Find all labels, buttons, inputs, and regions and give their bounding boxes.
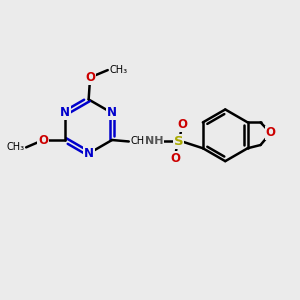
Text: N: N	[84, 147, 94, 160]
Text: CH₃: CH₃	[109, 65, 127, 75]
Text: CH₂: CH₂	[130, 136, 148, 146]
Text: NH: NH	[145, 136, 164, 146]
Text: O: O	[85, 71, 95, 84]
Text: O: O	[266, 127, 276, 140]
Text: N: N	[60, 106, 70, 119]
Text: S: S	[174, 135, 183, 148]
Text: O: O	[170, 152, 180, 165]
Text: O: O	[177, 118, 187, 131]
Text: CH₃: CH₃	[7, 142, 25, 152]
Text: N: N	[107, 106, 117, 119]
Text: O: O	[38, 134, 48, 146]
